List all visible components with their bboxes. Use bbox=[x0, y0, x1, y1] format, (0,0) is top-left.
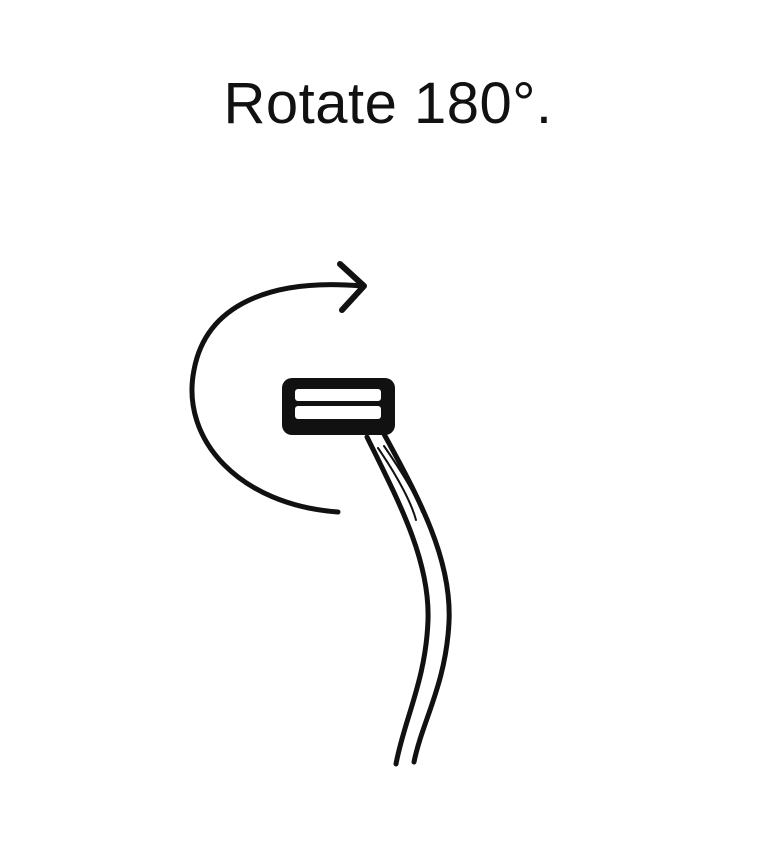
cable-icon bbox=[364, 431, 452, 767]
rotation-arc bbox=[189, 282, 365, 515]
connector-plug-icon bbox=[282, 378, 395, 435]
cable-highlight-1 bbox=[377, 447, 417, 521]
cable-outer-left bbox=[364, 434, 431, 767]
plug-slot-upper bbox=[295, 389, 381, 401]
plug-slot-lower bbox=[295, 406, 381, 419]
instruction-title: Rotate 180°. bbox=[223, 71, 553, 136]
cable-highlight-2 bbox=[383, 445, 423, 513]
cable-outer-right bbox=[381, 431, 452, 765]
arrow-head bbox=[337, 261, 367, 313]
rotation-arrow-icon bbox=[189, 261, 367, 515]
